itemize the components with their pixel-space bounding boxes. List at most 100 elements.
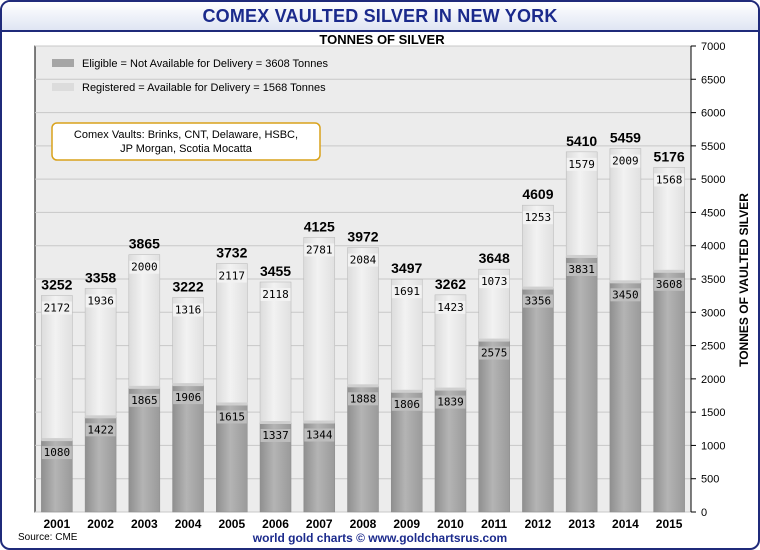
x-tick-label: 2008 (350, 517, 377, 531)
label-eligible: 1422 (87, 423, 114, 436)
title-bar: COMEX VAULTED SILVER IN NEW YORK (2, 2, 758, 32)
bar-eligible (128, 387, 161, 513)
bar-registered (609, 148, 642, 283)
y-tick-label: 2500 (701, 341, 725, 353)
label-eligible: 3450 (612, 288, 639, 301)
bar-registered (259, 281, 292, 424)
chart-title: COMEX VAULTED SILVER IN NEW YORK (202, 6, 558, 26)
label-bg-eligible (304, 428, 335, 442)
label-eligible: 3608 (656, 278, 683, 291)
label-bg-eligible (522, 294, 553, 308)
bar-separator (85, 415, 117, 419)
bar-eligible (565, 256, 598, 513)
label-bg-registered (479, 275, 510, 289)
label-bg-registered (304, 243, 335, 257)
y-tick-label: 6000 (701, 108, 725, 120)
bar-separator (522, 286, 554, 290)
y-axis-label: TONNES OF VAULTED SILVER (737, 193, 751, 367)
y-tick-label: 6500 (701, 74, 725, 86)
label-eligible: 1888 (350, 392, 377, 405)
label-registered: 2000 (131, 261, 158, 274)
legend-label-eligible: Eligible = Not Available for Delivery = … (82, 58, 329, 70)
label-bg-registered (260, 287, 291, 301)
label-total: 3497 (391, 260, 422, 276)
label-total: 5459 (610, 130, 641, 146)
bar-eligible (347, 386, 379, 513)
bar-registered (303, 237, 336, 423)
label-registered: 2009 (612, 155, 639, 168)
label-bg-eligible (479, 346, 510, 360)
bar-separator (260, 420, 292, 424)
label-bg-registered (173, 303, 204, 317)
label-total: 3358 (85, 269, 116, 285)
bar-separator (566, 254, 598, 258)
label-eligible: 1839 (437, 396, 464, 409)
legend: Eligible = Not Available for Delivery = … (52, 58, 329, 94)
label-bg-eligible (566, 262, 597, 276)
x-tick-label: 2009 (393, 517, 420, 531)
label-bg-registered (610, 154, 641, 168)
label-total: 3732 (216, 245, 247, 261)
label-eligible: 3831 (568, 263, 595, 276)
bar-registered (347, 247, 379, 387)
y-tick-label: 3000 (701, 307, 725, 319)
label-total: 4609 (522, 186, 553, 202)
legend-swatch-eligible (52, 59, 74, 67)
label-bg-eligible (610, 288, 641, 302)
label-bg-registered (41, 301, 72, 315)
bar-separator (434, 387, 466, 391)
label-total: 5410 (566, 133, 597, 149)
label-eligible: 3356 (525, 295, 552, 308)
x-tick-label: 2005 (218, 517, 245, 531)
x-tick-label: 2014 (612, 517, 639, 531)
y-tick-label: 0 (701, 507, 707, 519)
y-tick-label: 2000 (701, 374, 725, 386)
label-total: 5176 (654, 148, 685, 164)
label-bg-registered (129, 260, 160, 274)
label-eligible: 1344 (306, 429, 333, 442)
label-bg-eligible (173, 391, 204, 405)
y-tick-label: 500 (701, 474, 719, 486)
bars-group (41, 148, 685, 513)
y-tick-label: 1500 (701, 407, 725, 419)
label-total: 4125 (304, 218, 335, 234)
label-registered: 1316 (175, 304, 202, 317)
label-bg-eligible (216, 410, 247, 424)
y-axis: 0 500 1000 1500 2000 2500 3000 3500 4000 4500 5000… (690, 41, 725, 519)
label-eligible: 2575 (481, 347, 508, 360)
bar-eligible (522, 288, 554, 513)
label-bg-eligible (41, 446, 72, 460)
annotation-line-1: Comex Vaults: Brinks, CNT, Delaware, HSB… (74, 129, 298, 141)
x-tick-label: 2011 (481, 517, 507, 531)
label-bg-registered (654, 173, 685, 187)
label-registered: 1691 (393, 285, 420, 298)
bar-registered (41, 295, 73, 441)
label-bg-registered (216, 269, 247, 283)
bar-separator (347, 384, 379, 388)
label-registered: 2117 (219, 270, 246, 283)
label-bg-registered (348, 253, 378, 267)
label-bg-eligible (348, 392, 378, 406)
bar-separator (128, 385, 160, 389)
x-tick-label: 2001 (44, 517, 71, 531)
label-total: 3455 (260, 263, 291, 279)
label-bg-registered (391, 285, 422, 299)
x-axis: 2001 2002 2003 2004 2005 2006 2007 2008 2009 2010… (44, 517, 683, 531)
bar-eligible (172, 384, 204, 513)
label-bg-registered (85, 294, 116, 308)
bar-eligible (390, 391, 423, 513)
label-eligible: 1906 (175, 391, 202, 404)
label-bg-registered (566, 157, 597, 171)
chart-subtitle: TONNES OF SILVER (319, 32, 445, 47)
label-bg-registered (435, 300, 466, 314)
x-tick-label: 2003 (131, 517, 158, 531)
label-bg-eligible (654, 277, 685, 291)
label-registered: 2172 (44, 302, 71, 315)
label-registered: 2084 (350, 254, 377, 267)
label-total: 3648 (479, 250, 510, 266)
x-tick-label: 2006 (262, 517, 289, 531)
bar-separator (172, 383, 204, 387)
data-labels-group: 1080 2172 3252 1422 1936 3358 1865 2000 3865 1906… (41, 130, 685, 460)
label-eligible: 1615 (219, 410, 246, 423)
